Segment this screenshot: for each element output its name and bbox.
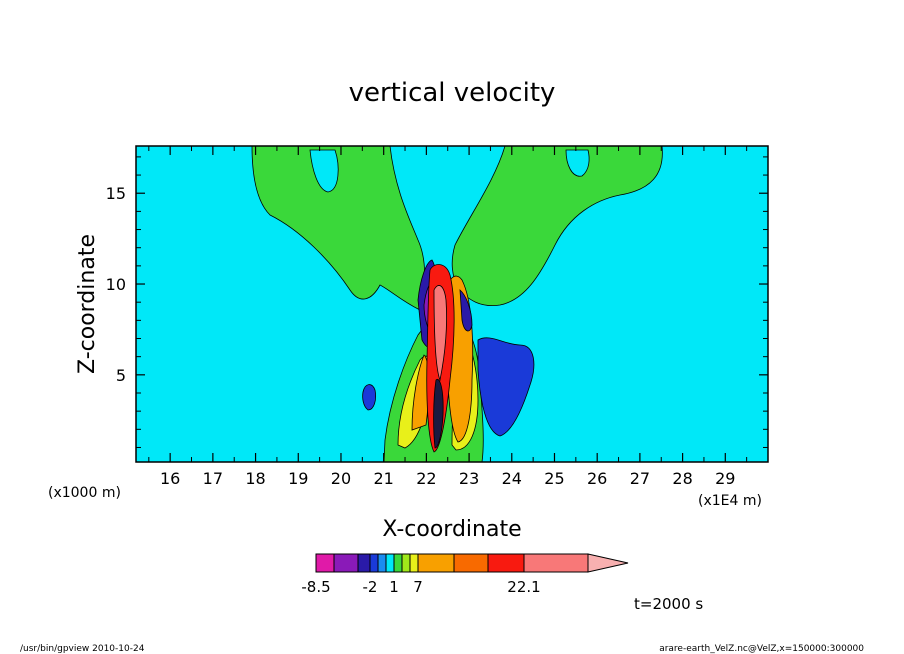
x-tick-label: 21 — [373, 469, 393, 488]
x-axis: 16 17 18 19 20 21 22 23 24 25 26 27 28 29 — [148, 146, 748, 488]
colorbar-swatch — [333, 553, 359, 573]
x-tick-label: 28 — [672, 469, 692, 488]
footer-right: arare-earth_VelZ.nc@VelZ,x=150000:300000 — [659, 644, 864, 654]
x-tick-label: 19 — [288, 469, 308, 488]
chart-title: vertical velocity — [349, 78, 556, 108]
footer-left: /usr/bin/gpview 2010-10-24 — [20, 644, 145, 654]
colorbar-swatch — [315, 553, 335, 573]
y-tick-label: 5 — [116, 366, 126, 385]
colorbar-swatch — [417, 553, 455, 573]
x-tick-label: 23 — [459, 469, 479, 488]
colorbar-swatch — [523, 553, 589, 573]
colorbar-swatch — [393, 553, 403, 573]
plot-frame — [135, 145, 769, 463]
contour-field — [136, 146, 768, 462]
colorbar-arrow — [587, 553, 629, 573]
time-annotation: t=2000 s — [634, 595, 703, 613]
contour-cyan-hole-left — [309, 149, 339, 193]
contour-green-right-plume — [451, 146, 663, 307]
y-axis-label: Z-coordinate — [75, 234, 100, 374]
colorbar-swatch — [401, 553, 411, 573]
x-axis-label: X-coordinate — [382, 517, 521, 542]
contour-pink-core — [433, 285, 447, 382]
contour-blue-right-core — [459, 289, 473, 332]
contour-green-left-plume — [251, 146, 425, 311]
colorbar-label: -2 — [363, 578, 378, 596]
x-tick-label: 18 — [245, 469, 265, 488]
x-tick-label: 22 — [416, 469, 436, 488]
colorbar-swatch — [385, 553, 395, 573]
x-tick-label: 27 — [630, 469, 650, 488]
contour-blue-right — [477, 337, 535, 437]
colorbar: -8.5 -2 1 7 22.1 — [301, 553, 629, 596]
x-unit-left-label: (x1000 m) — [48, 485, 121, 501]
x-tick-label: 26 — [587, 469, 607, 488]
contour-dark-core — [433, 378, 444, 449]
x-unit-right-label: (x1E4 m) — [698, 493, 762, 509]
x-tick-label: 16 — [160, 469, 180, 488]
colorbar-swatch — [369, 553, 379, 573]
y-tick-label: 10 — [106, 275, 126, 294]
x-tick-label: 24 — [502, 469, 522, 488]
colorbar-label: 7 — [413, 578, 423, 596]
x-tick-label: 17 — [203, 469, 223, 488]
colorbar-label: 1 — [389, 578, 399, 596]
colorbar-swatch — [377, 553, 387, 573]
x-tick-label: 20 — [331, 469, 351, 488]
colorbar-swatch — [409, 553, 419, 573]
y-tick-label: 15 — [106, 184, 126, 203]
colorbar-swatch — [487, 553, 525, 573]
colorbar-label: -8.5 — [301, 578, 330, 596]
contour-blue-left-blob — [362, 384, 376, 411]
contour-cyan-hole-right — [565, 149, 590, 177]
colorbar-label: 22.1 — [507, 578, 540, 596]
x-tick-label: 29 — [715, 469, 735, 488]
colorbar-swatch — [453, 553, 489, 573]
x-tick-label: 25 — [544, 469, 564, 488]
colorbar-swatch — [357, 553, 371, 573]
y-axis: 5 10 15 — [106, 156, 768, 448]
